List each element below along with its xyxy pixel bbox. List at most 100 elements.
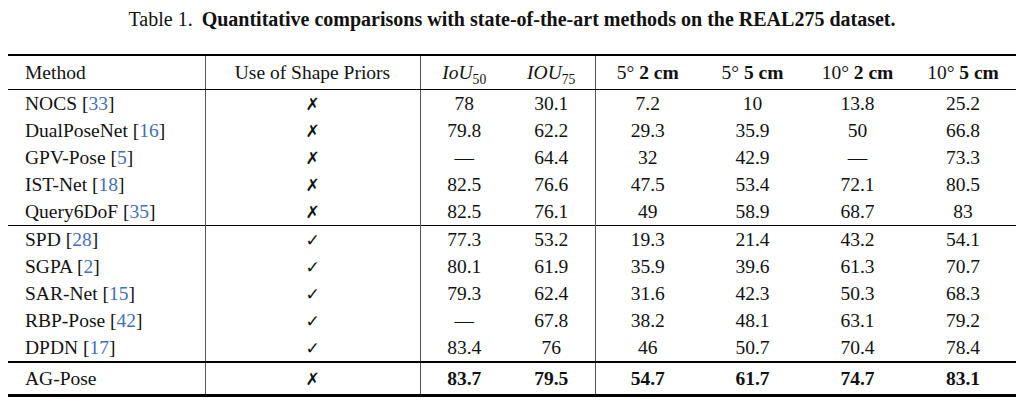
- cell-10deg5cm: 73.3: [910, 144, 1016, 171]
- cell-iou75: 67.8: [508, 307, 595, 334]
- cell-iou75: 76.1: [508, 198, 595, 226]
- citation-link[interactable]: 2: [83, 256, 93, 277]
- cell-iou75: 76.6: [508, 171, 595, 198]
- cell-10deg5cm: 68.3: [910, 280, 1016, 307]
- cell-5deg5cm: 48.1: [700, 307, 805, 334]
- cite-bracket-close: ]: [108, 93, 115, 114]
- priors-cell: ✗: [205, 171, 420, 198]
- cross-icon: ✗: [305, 202, 319, 222]
- citation-link[interactable]: 16: [139, 120, 159, 141]
- cite-bracket-open: [: [128, 120, 139, 141]
- cell-5deg5cm: 10: [700, 90, 805, 118]
- cite-bracket-open: [: [118, 201, 129, 222]
- cell-5deg5cm: 39.6: [700, 253, 805, 280]
- method-cell: DPDN [17]: [8, 334, 205, 362]
- priors-cell: ✓: [205, 334, 420, 362]
- check-icon: ✓: [305, 230, 319, 250]
- cell-5deg5cm: 21.4: [700, 226, 805, 254]
- cell-10deg5cm: 66.8: [910, 117, 1016, 144]
- citation-link[interactable]: 28: [72, 229, 92, 250]
- cell-5deg5cm: 35.9: [700, 117, 805, 144]
- cell-10deg5cm: 83.1: [910, 362, 1016, 396]
- check-icon: ✓: [305, 257, 319, 277]
- col-header-iou75: IOU75: [508, 55, 595, 90]
- citation-link[interactable]: 35: [130, 201, 150, 222]
- cell-10deg2cm: —: [805, 144, 910, 171]
- cell-5deg2cm: 32: [595, 144, 700, 171]
- citation-link[interactable]: 5: [117, 147, 127, 168]
- results-table-container: Method Use of Shape Priors IoU50 IOU75 5…: [8, 54, 1016, 397]
- method-name: NOCS: [25, 93, 77, 114]
- cell-10deg2cm: 70.4: [805, 334, 910, 362]
- priors-cell: ✗: [205, 90, 420, 118]
- cell-iou50: 80.1: [420, 253, 508, 280]
- cell-iou50: 83.7: [420, 362, 508, 396]
- priors-cell: ✗: [205, 362, 420, 396]
- cite-bracket-open: [: [61, 229, 72, 250]
- table-row-sar-net: SAR-Net [15] ✓ 79.3 62.4 31.6 42.3 50.3 …: [8, 280, 1016, 307]
- header-row: Method Use of Shape Priors IoU50 IOU75 5…: [8, 55, 1016, 90]
- method-cell: NOCS [33]: [8, 90, 205, 118]
- method-name: DualPoseNet: [25, 120, 128, 141]
- table-row-query6dof: Query6DoF [35] ✗ 82.5 76.1 49 58.9 68.7 …: [8, 198, 1016, 226]
- cross-icon: ✗: [305, 121, 319, 141]
- check-icon: ✓: [305, 311, 319, 331]
- cell-5deg2cm: 19.3: [595, 226, 700, 254]
- col-header-5deg2cm: 5° 2 cm: [595, 55, 700, 90]
- table-row-ist-net: IST-Net [18] ✗ 82.5 76.6 47.5 53.4 72.1 …: [8, 171, 1016, 198]
- iou50-label: IoU: [442, 62, 472, 83]
- method-cell: SGPA [2]: [8, 253, 205, 280]
- citation-link[interactable]: 17: [89, 337, 109, 358]
- cell-10deg2cm: 43.2: [805, 226, 910, 254]
- col-header-method: Method: [8, 55, 205, 90]
- cell-iou50: 83.4: [420, 334, 508, 362]
- method-cell: SAR-Net [15]: [8, 280, 205, 307]
- cell-iou50: 77.3: [420, 226, 508, 254]
- cell-10deg2cm: 68.7: [805, 198, 910, 226]
- cell-5deg2cm: 35.9: [595, 253, 700, 280]
- cross-icon: ✗: [305, 94, 319, 114]
- cell-iou50: —: [420, 307, 508, 334]
- method-cell: RBP-Pose [42]: [8, 307, 205, 334]
- cell-iou50: 79.3: [420, 280, 508, 307]
- citation-link[interactable]: 15: [109, 283, 129, 304]
- check-icon: ✓: [305, 284, 319, 304]
- cross-icon: ✗: [305, 369, 319, 389]
- col-header-shape-priors: Use of Shape Priors: [205, 55, 420, 90]
- cell-5deg2cm: 38.2: [595, 307, 700, 334]
- iou50-subscript: 50: [473, 71, 487, 86]
- cite-bracket-open: [: [72, 256, 83, 277]
- cell-iou75: 30.1: [508, 90, 595, 118]
- cell-iou75: 79.5: [508, 362, 595, 396]
- table-row-nocs: NOCS [33] ✗ 78 30.1 7.2 10 13.8 25.2: [8, 90, 1016, 118]
- cell-5deg2cm: 47.5: [595, 171, 700, 198]
- cell-iou75: 53.2: [508, 226, 595, 254]
- caption-label: Table 1.: [129, 8, 193, 30]
- check-icon: ✓: [305, 338, 319, 358]
- cite-bracket-open: [: [105, 310, 116, 331]
- priors-cell: ✓: [205, 307, 420, 334]
- priors-cell: ✗: [205, 198, 420, 226]
- cite-bracket-close: ]: [136, 310, 143, 331]
- citation-link[interactable]: 33: [88, 93, 108, 114]
- cell-iou50: —: [420, 144, 508, 171]
- cell-5deg5cm: 50.7: [700, 334, 805, 362]
- cite-bracket-open: [: [87, 174, 98, 195]
- cell-10deg2cm: 63.1: [805, 307, 910, 334]
- cell-5deg5cm: 42.3: [700, 280, 805, 307]
- cell-iou75: 61.9: [508, 253, 595, 280]
- cell-5deg2cm: 49: [595, 198, 700, 226]
- citation-link[interactable]: 18: [98, 174, 118, 195]
- col-header-10deg2cm: 10° 2 cm: [805, 55, 910, 90]
- cell-5deg2cm: 29.3: [595, 117, 700, 144]
- citation-link[interactable]: 42: [117, 310, 137, 331]
- priors-cell: ✗: [205, 144, 420, 171]
- cell-10deg5cm: 80.5: [910, 171, 1016, 198]
- method-cell: Query6DoF [35]: [8, 198, 205, 226]
- table-row-dpdn: DPDN [17] ✓ 83.4 76 46 50.7 70.4 78.4: [8, 334, 1016, 362]
- cell-10deg2cm: 50.3: [805, 280, 910, 307]
- cell-10deg2cm: 50: [805, 117, 910, 144]
- cell-5deg5cm: 53.4: [700, 171, 805, 198]
- method-name: SGPA: [25, 256, 72, 277]
- table-row-rbp-pose: RBP-Pose [42] ✓ — 67.8 38.2 48.1 63.1 79…: [8, 307, 1016, 334]
